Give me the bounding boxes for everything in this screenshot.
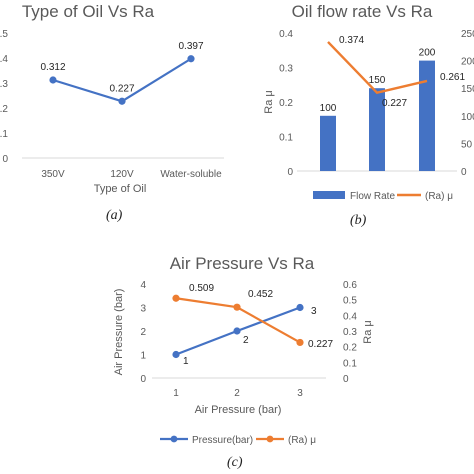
chart-c-ra-label: 0.227	[308, 339, 333, 350]
chart-c-ytick-label: 4	[140, 280, 146, 291]
chart-c-pressure-label: 3	[311, 306, 317, 317]
chart-a-data-point	[118, 97, 126, 105]
chart-c-ytick-label: 3	[140, 304, 146, 315]
chart-b-ytick-label: 0.4	[279, 29, 293, 40]
chart-c-ytick-label: 1	[140, 351, 146, 362]
chart-c-xtick-label: 1	[173, 388, 179, 399]
chart-a-data-label: 0.312	[40, 62, 65, 73]
chart-b-ra-data-label: 0.227	[382, 98, 407, 109]
chart-c-y2tick-label: 0.3	[343, 327, 357, 338]
chart-b-y2tick-label: 150	[461, 84, 474, 95]
chart-c-ra-point	[296, 338, 304, 347]
chart-c-pressure-label: 1	[183, 356, 189, 367]
chart-a-xlabel: Type of Oil	[94, 183, 147, 195]
caption-b: (b)	[350, 213, 367, 228]
chart-c-pressure-point	[233, 327, 241, 335]
caption-a: (a)	[106, 208, 123, 223]
chart-b-bar-label: 150	[369, 75, 386, 86]
chart-c-y2tick-label: 0.5	[343, 296, 357, 307]
chart-c-ytick-label: 0	[140, 374, 146, 385]
caption-c: (c)	[227, 455, 243, 470]
chart-c-legend-marker-ra	[266, 435, 274, 443]
chart-b-bar	[320, 115, 336, 171]
chart-a-ytick-label: .5	[0, 29, 8, 40]
chart-c-y2tick-label: 0.1	[343, 358, 357, 369]
chart-c-xtick-label: 3	[297, 388, 303, 399]
chart-c-pressure-point	[296, 303, 304, 312]
chart-c-ra-point	[233, 303, 241, 311]
chart-b-ytick-label: 0.3	[279, 64, 293, 75]
chart-b-bar	[419, 60, 435, 171]
chart-c-y2tick-label: 0	[343, 374, 349, 385]
chart-panel-b: Oil flow rate Vs Ra 0 0.1 0.2 0.3 0.4 0 50 100 15…	[237, 0, 474, 240]
chart-b-legend-label-ra: (Ra) μ	[425, 191, 453, 202]
chart-c-ra-label: 0.509	[189, 283, 214, 294]
chart-c-pressure-label: 2	[243, 335, 249, 346]
chart-c-ylabel: Air Pressure (bar)	[113, 289, 125, 376]
chart-b-ytick-label: 0.2	[279, 98, 293, 109]
chart-c-y2tick-label: 0.4	[343, 311, 357, 322]
chart-panel-c: Air Pressure Vs Ra 0 1 2 3 4 0 0.1 0.2 0.3 0.4 0.5 0…	[0, 240, 474, 474]
chart-a-series-line	[52, 57, 192, 103]
chart-b-y2tick-label: 200	[461, 57, 474, 68]
chart-a-xtick-label: 350V	[41, 169, 65, 180]
chart-a-data-point	[187, 55, 195, 63]
chart-b-title: Oil flow rate Vs Ra	[292, 2, 433, 21]
chart-a-svg: Type of Oil Vs Ra 0 .1 .2 .3 .4 .5 350V 120V Wate…	[0, 2, 224, 195]
chart-a-xtick-label: Water-soluble	[160, 169, 222, 180]
chart-a-ytick-label: .1	[0, 129, 8, 140]
chart-b-ytick-label: 0	[287, 167, 293, 178]
chart-c-title: Air Pressure Vs Ra	[170, 254, 315, 273]
chart-b-legend-label-flow: Flow Rate	[350, 191, 395, 202]
chart-b-bar-label: 200	[419, 48, 436, 59]
chart-a-title: Type of Oil Vs Ra	[22, 2, 155, 21]
chart-c-ra-point	[172, 294, 180, 302]
chart-a-data-point	[49, 76, 57, 84]
chart-b-y2tick-label: 250	[461, 29, 474, 40]
chart-a-ytick-label: .3	[0, 79, 8, 90]
chart-c-legend-label-ra: (Ra) μ	[288, 435, 316, 446]
chart-a-ytick-label: .2	[0, 104, 8, 115]
chart-b-bar	[369, 88, 385, 171]
chart-c-xlabel: Air Pressure (bar)	[195, 404, 282, 416]
chart-a-ytick-label: 0	[2, 154, 8, 165]
chart-c-y2tick-label: 0.2	[343, 343, 357, 354]
chart-c-y2tick-label: 0.6	[343, 280, 357, 291]
chart-c-svg: Air Pressure Vs Ra0123400.10.20.30.40.50…	[113, 254, 374, 446]
chart-panel-a: Type of Oil Vs Ra 0 .1 .2 .3 .4 .5 350V 120V Wate…	[0, 0, 237, 240]
chart-a-data-label: 0.397	[178, 41, 203, 52]
chart-b-svg: Oil flow rate Vs Ra 0 0.1 0.2 0.3 0.4 0 50 100 15…	[263, 2, 474, 202]
chart-b-ra-line	[327, 41, 428, 95]
chart-b-bar-label: 100	[320, 103, 337, 114]
chart-b-legend-swatch-flow	[313, 191, 345, 199]
chart-c-legend-marker-pressure	[170, 435, 178, 443]
chart-c-ra-label: 0.452	[248, 289, 273, 300]
chart-c-pressure-point	[172, 350, 180, 359]
chart-c-y2label: Ra μ	[362, 320, 374, 343]
chart-c-ytick-label: 2	[140, 327, 146, 338]
chart-b-ra-data-label: 0.374	[339, 35, 364, 46]
chart-c-legend-label-pressure: Pressure(bar)	[192, 435, 253, 446]
chart-a-ytick-label: .4	[0, 54, 8, 65]
chart-a-data-label: 0.227	[109, 83, 134, 94]
chart-b-ytick-label: 0.1	[279, 133, 293, 144]
chart-b-y2tick-label: 100	[461, 112, 474, 123]
chart-b-ylabel: Ra μ	[263, 90, 275, 113]
chart-b-y2tick-label: 0	[461, 167, 467, 178]
chart-b-ra-data-label: 0.261	[440, 72, 465, 83]
chart-a-xtick-label: 120V	[110, 169, 134, 180]
chart-c-xtick-label: 2	[234, 388, 240, 399]
chart-b-y2tick-label: 50	[461, 139, 473, 150]
